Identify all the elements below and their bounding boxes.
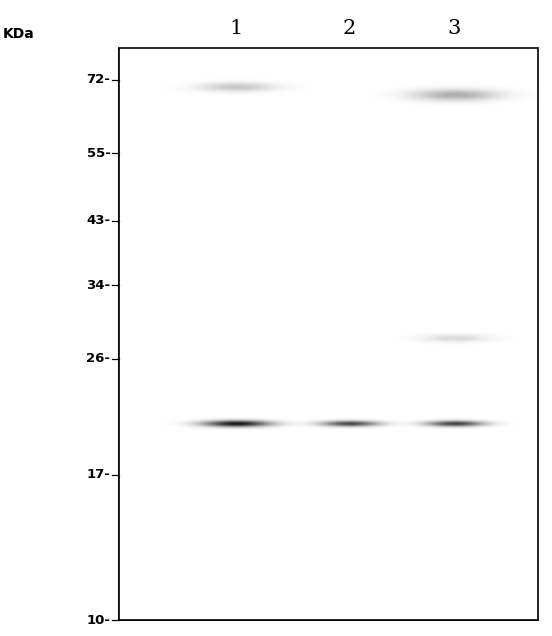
Text: 1: 1 <box>230 19 243 38</box>
Text: 43-: 43- <box>86 214 110 227</box>
Text: 10-: 10- <box>87 614 110 626</box>
Text: 26-: 26- <box>87 352 110 365</box>
Bar <box>119 48 538 620</box>
Text: 34-: 34- <box>86 279 110 291</box>
Text: 2: 2 <box>343 19 356 38</box>
Text: KDa: KDa <box>3 27 35 41</box>
Text: 72-: 72- <box>87 73 110 86</box>
Text: 17-: 17- <box>87 468 110 481</box>
Text: 55-: 55- <box>87 147 110 160</box>
Text: 3: 3 <box>448 19 461 38</box>
Bar <box>119 48 538 620</box>
